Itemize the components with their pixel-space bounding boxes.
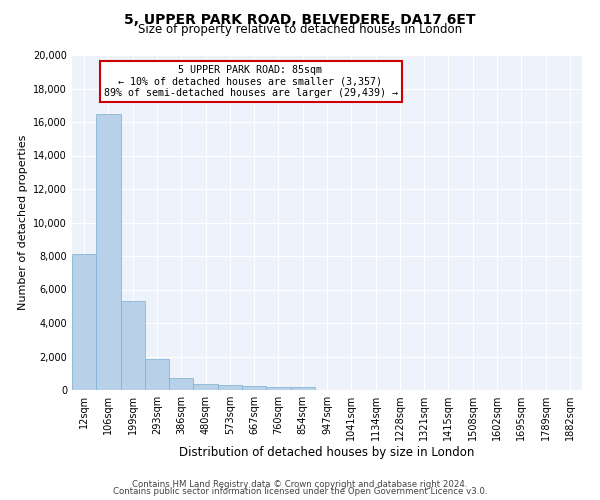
Bar: [266, 387, 290, 390]
Text: 5 UPPER PARK ROAD: 85sqm
← 10% of detached houses are smaller (3,357)
89% of sem: 5 UPPER PARK ROAD: 85sqm ← 10% of detach…: [104, 65, 398, 98]
Bar: [242, 386, 266, 390]
Bar: [72, 254, 96, 390]
Bar: [290, 386, 315, 390]
Text: Size of property relative to detached houses in London: Size of property relative to detached ho…: [138, 22, 462, 36]
Text: Contains public sector information licensed under the Open Government Licence v3: Contains public sector information licen…: [113, 488, 487, 496]
Bar: [218, 386, 242, 390]
Text: Contains HM Land Registry data © Crown copyright and database right 2024.: Contains HM Land Registry data © Crown c…: [132, 480, 468, 489]
Bar: [145, 359, 169, 390]
Bar: [96, 114, 121, 390]
Text: 5, UPPER PARK ROAD, BELVEDERE, DA17 6ET: 5, UPPER PARK ROAD, BELVEDERE, DA17 6ET: [124, 12, 476, 26]
Bar: [193, 384, 218, 390]
Bar: [121, 301, 145, 390]
X-axis label: Distribution of detached houses by size in London: Distribution of detached houses by size …: [179, 446, 475, 459]
Bar: [169, 378, 193, 390]
Y-axis label: Number of detached properties: Number of detached properties: [18, 135, 28, 310]
